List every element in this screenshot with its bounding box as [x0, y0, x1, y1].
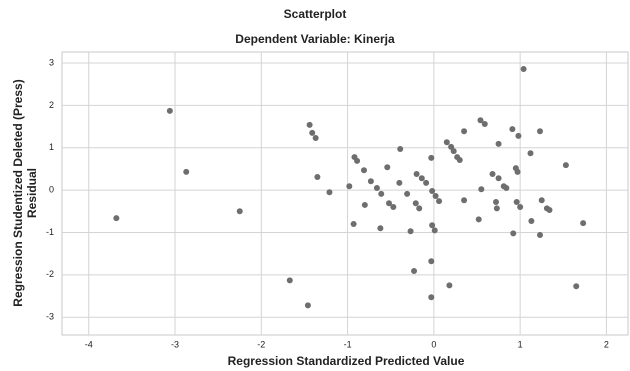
point [428, 258, 435, 265]
y-tick-label: 2 [49, 100, 54, 110]
chart-title: Scatterplot [284, 7, 347, 21]
point [306, 121, 313, 128]
point [481, 121, 488, 128]
point [443, 139, 450, 146]
point [495, 175, 502, 182]
point [360, 167, 367, 174]
x-tick-label: -2 [257, 339, 265, 349]
point [515, 132, 522, 139]
y-axis-label: Residual [25, 168, 39, 218]
point [411, 268, 418, 275]
x-tick-label: -3 [171, 339, 179, 349]
point [562, 162, 569, 169]
point [304, 302, 311, 309]
point [416, 205, 423, 212]
point [510, 230, 517, 237]
point [378, 190, 385, 197]
point [450, 148, 457, 155]
point [489, 171, 496, 178]
point [309, 129, 316, 136]
point [428, 154, 435, 161]
point [236, 208, 243, 215]
point [373, 184, 380, 191]
point [493, 205, 500, 212]
point [520, 65, 527, 72]
point [513, 198, 520, 205]
point [183, 168, 190, 175]
x-tick-label: -1 [344, 339, 352, 349]
point [546, 207, 553, 214]
point [436, 198, 443, 205]
point [390, 204, 397, 211]
y-axis-label: Regression Studentized Deleted (Press) [11, 79, 25, 306]
point [386, 200, 393, 207]
point [527, 150, 534, 157]
point [428, 294, 435, 301]
point [413, 171, 420, 178]
y-tick-label: -1 [46, 227, 54, 237]
x-tick-label: 0 [431, 339, 436, 349]
y-tick-label: 1 [49, 142, 54, 152]
point [326, 189, 333, 196]
point [346, 183, 353, 190]
point [461, 128, 468, 135]
point [492, 198, 499, 205]
x-axis-label: Regression Standardized Predicted Value [228, 354, 465, 368]
point [461, 197, 468, 204]
point [536, 128, 543, 135]
point [475, 216, 482, 223]
point [503, 184, 510, 191]
point [377, 225, 384, 232]
plot-frame [61, 51, 629, 336]
point [509, 126, 516, 133]
y-tick-label: -2 [46, 269, 54, 279]
point [432, 193, 439, 200]
y-tick-label: 3 [49, 57, 54, 67]
point [431, 227, 438, 234]
point [423, 179, 430, 186]
point [429, 187, 436, 194]
x-tick-label: 1 [518, 339, 523, 349]
point [407, 228, 414, 235]
point [396, 179, 403, 186]
point [314, 173, 321, 180]
point [361, 201, 368, 208]
point [113, 215, 120, 222]
point [354, 157, 361, 164]
point [536, 232, 543, 239]
point [404, 190, 411, 197]
y-tick-label: 0 [49, 184, 54, 194]
point [456, 157, 463, 164]
point [538, 197, 545, 204]
point [367, 178, 374, 185]
point [514, 168, 521, 175]
point [495, 140, 502, 147]
y-tick-label: -3 [46, 312, 54, 322]
point [312, 135, 319, 142]
point [580, 220, 587, 227]
point [477, 117, 484, 124]
point [478, 186, 485, 193]
point [517, 204, 524, 211]
point [384, 164, 391, 171]
x-tick-label: -4 [85, 339, 93, 349]
point [418, 175, 425, 182]
point [166, 107, 173, 114]
point [446, 282, 453, 289]
point [286, 277, 293, 284]
point [528, 218, 535, 225]
chart-subtitle: Dependent Variable: Kinerja [235, 32, 395, 46]
point [412, 200, 419, 207]
point [350, 221, 357, 228]
point [573, 283, 580, 290]
x-tick-label: 2 [604, 339, 609, 349]
point [397, 146, 404, 153]
point [429, 222, 436, 229]
